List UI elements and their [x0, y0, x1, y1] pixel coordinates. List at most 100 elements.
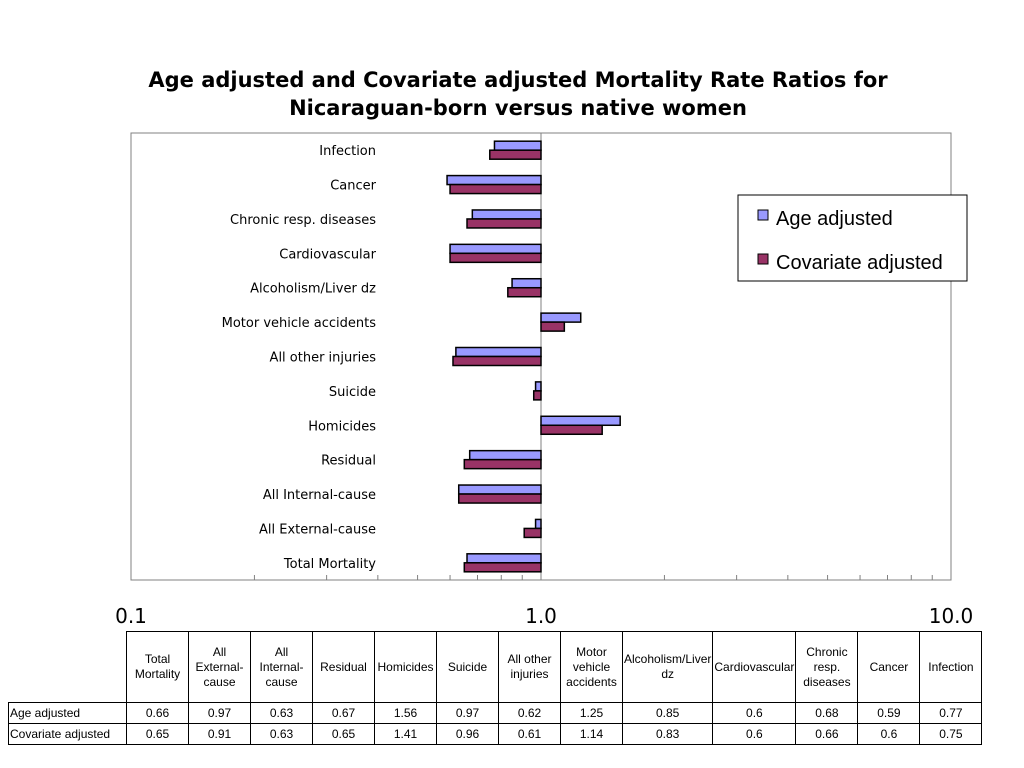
bar-covariate-adjusted	[449, 183, 542, 195]
bar-covariate-adjusted	[466, 218, 542, 229]
bar-age-adjusted	[466, 553, 542, 564]
x-tick-label: 0.1	[115, 604, 147, 628]
table-row: Age adjusted 0.66 0.97 0.63 0.67 1.56 0.97 0.62…	[8, 702, 983, 724]
table-cell: 0.6	[712, 702, 797, 724]
bar-covariate-adjusted	[540, 321, 566, 332]
table-column-header: Total Mortality	[126, 631, 189, 703]
table-cell: 0.65	[126, 723, 189, 745]
category-label: Infection	[319, 144, 376, 159]
category-label: All Internal-cause	[263, 488, 376, 503]
table-cell: 0.77	[919, 702, 983, 724]
bar-age-adjusted	[540, 415, 621, 427]
bar-age-adjusted	[449, 243, 542, 255]
table-row: Covariate adjusted 0.65 0.91 0.63 0.65 1.41 0.…	[8, 723, 983, 745]
table-cell: 0.59	[857, 702, 921, 724]
table-cell: 1.56	[374, 702, 437, 724]
table-column-header: All other injuries	[498, 631, 561, 703]
category-label: Motor vehicle accidents	[222, 316, 377, 331]
table-cell: 0.61	[498, 723, 561, 745]
table-column-header: Cancer	[857, 631, 921, 703]
table-cell: 0.62	[498, 702, 561, 724]
category-label: Homicides	[308, 419, 376, 434]
table-cell: 0.6	[712, 723, 797, 745]
category-labels: Infection Cancer Chronic resp. diseases Car…	[222, 144, 377, 572]
table-cell: 0.67	[312, 702, 375, 724]
table-column-header: Residual	[312, 631, 375, 703]
bar-age-adjusted	[471, 209, 542, 220]
bar-covariate-adjusted	[523, 527, 542, 539]
table-column-header: Suicide	[436, 631, 499, 703]
bar-covariate-adjusted	[457, 493, 542, 504]
bar-covariate-adjusted	[532, 390, 542, 401]
table-cell: 0.97	[188, 702, 251, 724]
bar-age-adjusted	[534, 381, 542, 392]
x-tick-label: 1.0	[525, 604, 557, 628]
table-cell: 0.66	[795, 723, 859, 745]
table-cell: 0.97	[436, 702, 499, 724]
bar-age-adjusted	[534, 518, 542, 530]
table-column-header: All External-cause	[188, 631, 251, 703]
category-label: Total Mortality	[283, 557, 376, 572]
table-cell: 1.25	[560, 702, 623, 724]
table-cell: 0.91	[188, 723, 251, 745]
category-label: Chronic resp. diseases	[230, 213, 376, 228]
table-cell: 0.85	[621, 702, 714, 724]
bar-chart: Infection Cancer Chronic resp. diseases Car…	[115, 132, 973, 628]
table-corner	[8, 631, 127, 703]
bar-age-adjusted	[493, 140, 542, 151]
bar-age-adjusted	[457, 484, 542, 495]
table-column-header: All Internal-cause	[250, 631, 313, 703]
legend-label: Covariate adjusted	[776, 252, 943, 274]
data-table: Total Mortality All External-cause All Int…	[8, 631, 983, 745]
bar-covariate-adjusted	[449, 252, 542, 264]
category-label: Residual	[321, 454, 376, 469]
table-header-row: Total Mortality All External-cause All Int…	[8, 631, 983, 703]
table-column-header: Homicides	[374, 631, 437, 703]
table-cell: 1.41	[374, 723, 437, 745]
table-column-header: Motor vehicle accidents	[560, 631, 623, 703]
category-label: Cardiovascular	[279, 247, 376, 262]
x-axis-minor-ticks	[253, 575, 933, 580]
legend-box	[737, 194, 968, 282]
table-cell: 0.75	[919, 723, 983, 745]
bar-covariate-adjusted	[489, 149, 542, 160]
legend-swatch	[757, 209, 769, 221]
legend-swatch	[757, 253, 769, 265]
bar-age-adjusted	[468, 449, 542, 461]
bar-age-adjusted	[540, 312, 582, 323]
table-cell: 0.83	[621, 723, 714, 745]
legend-label: Age adjusted	[776, 208, 893, 230]
table-cell: 0.96	[436, 723, 499, 745]
bar-age-adjusted	[446, 174, 542, 186]
bar-covariate-adjusted	[452, 355, 542, 367]
bar-age-adjusted	[455, 346, 542, 358]
chart-title-line-2: Nicaraguan-born versus native women	[289, 96, 747, 120]
table-column-header: Infection	[919, 631, 983, 703]
table-cell: 0.66	[126, 702, 189, 724]
bars	[446, 140, 621, 573]
x-tick-label: 10.0	[929, 604, 974, 628]
table-cell: 0.68	[795, 702, 859, 724]
table-cell: 0.63	[250, 723, 313, 745]
category-label: All External-cause	[259, 522, 376, 537]
chart-title-line-1: Age adjusted and Covariate adjusted Mort…	[148, 68, 888, 92]
category-label: All other injuries	[270, 351, 377, 366]
legend: Age adjusted Covariate adjusted	[737, 194, 968, 282]
category-label: Alcoholism/Liver dz	[250, 282, 376, 297]
table-column-header: Alcoholism/Liver dz	[621, 631, 714, 703]
table-cell: 0.63	[250, 702, 313, 724]
bar-covariate-adjusted	[507, 286, 542, 298]
table-column-header: Cardiovascular	[712, 631, 797, 703]
table-cell: 0.6	[857, 723, 921, 745]
chart-title: Age adjusted and Covariate adjusted Mort…	[0, 66, 1024, 122]
bar-covariate-adjusted	[540, 424, 603, 436]
table-row-label: Age adjusted	[8, 702, 127, 724]
x-axis-tick-labels: 0.1 1.0 10.0	[115, 604, 973, 628]
table-row-label: Covariate adjusted	[8, 723, 127, 745]
bar-covariate-adjusted	[463, 562, 542, 573]
category-label: Cancer	[330, 179, 376, 194]
table-cell: 0.65	[312, 723, 375, 745]
bar-age-adjusted	[511, 277, 542, 289]
table-cell: 1.14	[560, 723, 623, 745]
table-column-header: Chronic resp. diseases	[795, 631, 859, 703]
